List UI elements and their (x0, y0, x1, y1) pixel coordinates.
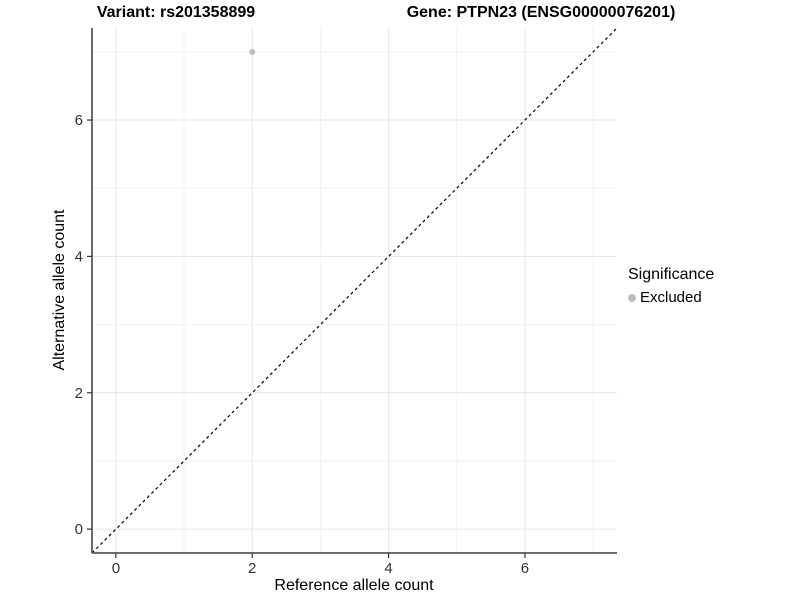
legend-title: Significance (628, 266, 715, 283)
y-tick-label: 2 (75, 385, 83, 402)
y-tick-label: 6 (75, 112, 83, 129)
legend: Significance Excluded (628, 266, 714, 306)
data-point (249, 48, 256, 55)
y-tick-label: 0 (75, 521, 83, 538)
legend-item-label: Excluded (640, 289, 702, 306)
x-axis-title: Reference allele count (274, 577, 434, 594)
plot-title-gene: Gene: PTPN23 (ENSG00000076201) (406, 4, 676, 21)
x-tick-label: 6 (521, 560, 529, 577)
x-tick-label: 4 (384, 560, 392, 577)
identity-line (91, 27, 618, 554)
y-axis-title: Alternative allele count (51, 209, 68, 371)
legend-key-dot-icon (628, 293, 636, 302)
legend-item-excluded: Excluded (628, 289, 714, 306)
x-tick-label: 0 (112, 560, 120, 577)
plot-title-variant: Variant: rs201358899 (96, 4, 256, 21)
x-tick-label: 2 (248, 560, 256, 577)
y-tick-label: 4 (75, 248, 83, 265)
